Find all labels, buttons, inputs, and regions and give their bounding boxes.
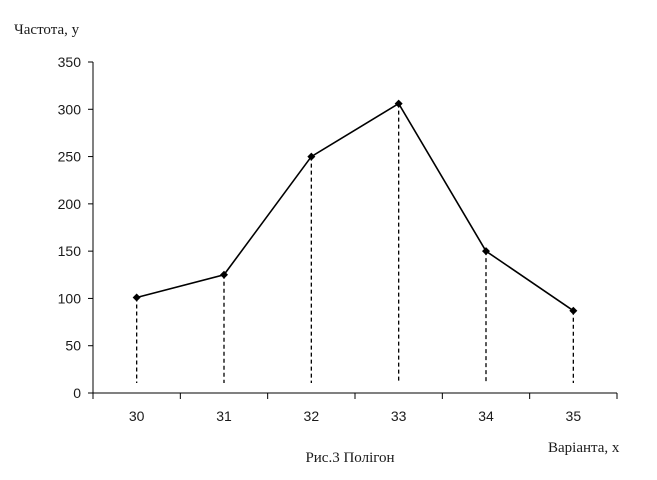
data-point xyxy=(307,152,316,161)
data-point xyxy=(132,293,141,302)
chart-caption: Рис.3 Полігон xyxy=(305,450,394,466)
data-point xyxy=(394,99,403,108)
y-tick-label: 350 xyxy=(58,54,82,70)
series-line xyxy=(136,102,574,312)
drop-lines xyxy=(136,103,574,383)
x-tick-label: 33 xyxy=(391,408,407,424)
y-ticks: 0 50 100 150 200 250 300 350 xyxy=(58,54,93,401)
y-axis-label: Частота, y xyxy=(14,22,80,38)
y-tick-label: 150 xyxy=(58,243,82,259)
y-tick-label: 200 xyxy=(58,196,82,212)
y-tick-label: 50 xyxy=(65,338,81,354)
x-axis-label: Варіанта, x xyxy=(548,440,620,456)
x-tick-label: 30 xyxy=(129,408,145,424)
data-point xyxy=(482,247,490,256)
x-ticks: 30 31 32 33 34 35 xyxy=(92,393,618,424)
y-tick-label: 0 xyxy=(73,385,81,401)
y-tick-label: 250 xyxy=(58,149,82,165)
y-tick-label: 300 xyxy=(58,101,82,117)
x-tick-label: 34 xyxy=(478,408,494,424)
x-tick-label: 32 xyxy=(304,408,320,424)
data-point xyxy=(569,306,578,315)
y-tick-label: 100 xyxy=(58,290,82,306)
axes xyxy=(92,62,617,394)
series xyxy=(132,99,578,315)
data-point xyxy=(220,270,228,279)
x-tick-label: 31 xyxy=(216,408,232,424)
x-tick-label: 35 xyxy=(566,408,582,424)
